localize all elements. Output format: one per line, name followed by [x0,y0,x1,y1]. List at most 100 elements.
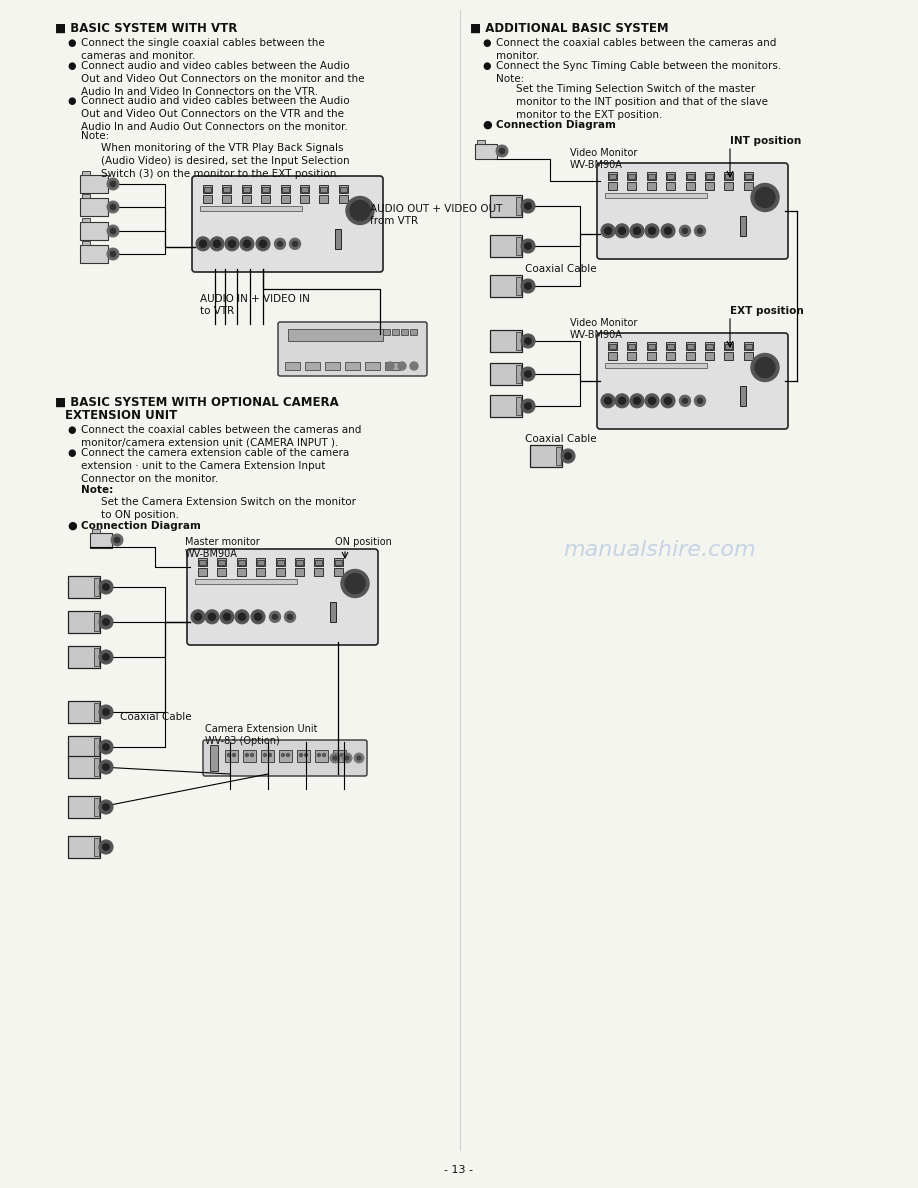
Bar [68,646,100,668]
Bar [706,345,713,349]
Circle shape [615,393,629,407]
Bar [241,185,251,192]
Text: ●: ● [67,522,77,531]
FancyBboxPatch shape [187,549,378,645]
Bar [301,187,308,192]
Bar [82,219,90,222]
FancyBboxPatch shape [597,163,788,259]
Circle shape [346,196,374,225]
Circle shape [619,397,625,404]
Circle shape [524,242,532,249]
Bar [516,277,521,295]
Text: Connect audio and video cables between the Audio
Out and Video Out Connectors on: Connect audio and video cables between t… [81,61,364,96]
Bar [686,342,695,350]
Circle shape [645,393,659,407]
Bar [648,345,655,349]
Bar [686,352,695,360]
Bar [383,329,390,335]
Bar [648,173,655,179]
Circle shape [225,236,239,251]
Bar [647,182,655,190]
Circle shape [287,614,293,619]
Circle shape [524,403,532,410]
Bar [94,647,99,666]
Bar [516,365,521,383]
Circle shape [232,753,236,757]
Bar [516,236,521,255]
Bar [475,144,497,158]
Bar [477,139,485,144]
Bar [744,173,752,179]
Bar [195,579,297,584]
Circle shape [107,248,119,260]
Circle shape [619,227,625,234]
Bar [68,836,100,858]
Bar [90,532,112,548]
Bar [490,394,522,417]
Bar [296,560,303,565]
Circle shape [335,753,339,757]
Bar [667,173,674,179]
Bar [198,568,207,576]
Bar [629,345,635,349]
Circle shape [254,613,262,620]
Circle shape [318,753,320,757]
Circle shape [205,609,219,624]
Text: ●: ● [67,448,75,459]
Circle shape [521,279,535,293]
Circle shape [107,201,119,213]
Circle shape [220,609,234,624]
Bar [339,195,348,203]
Bar [80,198,108,216]
Text: INT position: INT position [730,135,801,146]
Circle shape [751,183,779,211]
Circle shape [410,362,418,369]
Text: Connection Diagram: Connection Diagram [496,120,616,129]
Text: Coaxial Cable: Coaxial Cable [120,712,192,722]
Circle shape [286,753,289,757]
Circle shape [496,145,508,157]
Circle shape [110,228,116,234]
Bar [686,172,695,181]
Circle shape [223,613,230,620]
Bar [605,364,707,368]
Circle shape [521,399,535,413]
Circle shape [679,396,690,406]
Bar [199,560,206,565]
Circle shape [260,240,266,247]
Bar [256,558,265,565]
Circle shape [755,188,775,208]
Circle shape [99,740,113,754]
Circle shape [277,241,283,246]
Text: Master monitor
WV-BM90A: Master monitor WV-BM90A [185,537,260,560]
Bar [325,362,340,369]
Bar [279,750,292,762]
Bar [627,352,636,360]
Text: Camera Extension Unit
WV-83 (Option): Camera Extension Unit WV-83 (Option) [205,723,318,746]
Bar [609,345,616,349]
Bar [315,560,322,565]
Circle shape [240,236,254,251]
Circle shape [103,803,109,810]
Text: ■ ADDITIONAL BASIC SYSTEM: ■ ADDITIONAL BASIC SYSTEM [470,23,668,34]
Bar [410,329,417,335]
Circle shape [196,236,210,251]
Bar [218,568,227,576]
Circle shape [633,397,641,404]
Bar [288,329,383,341]
FancyBboxPatch shape [278,322,427,375]
Bar [516,197,521,215]
Bar [68,796,100,819]
Circle shape [239,613,245,620]
Bar [627,342,636,350]
Circle shape [333,756,337,760]
Circle shape [604,397,611,404]
Bar [94,579,99,596]
Circle shape [293,241,297,246]
Bar [333,558,342,565]
Bar [666,352,675,360]
Text: AUDIO IN + VIDEO IN
to VTR: AUDIO IN + VIDEO IN to VTR [200,293,310,316]
Circle shape [210,236,224,251]
Text: Set the Timing Selection Switch of the master
monitor to the INT position and th: Set the Timing Selection Switch of the m… [516,84,768,120]
Text: EXTENSION UNIT: EXTENSION UNIT [65,409,177,422]
